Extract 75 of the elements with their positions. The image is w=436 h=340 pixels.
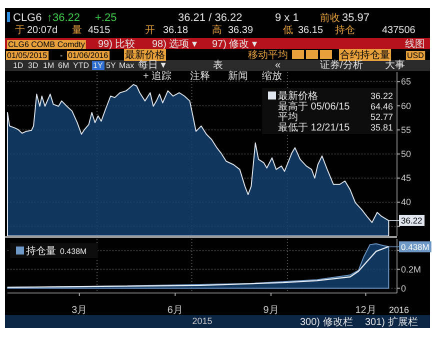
y-tick-label: 45 xyxy=(401,173,412,184)
text: 1D xyxy=(13,61,24,70)
text: ↑36.22 xyxy=(47,12,80,24)
text: Max xyxy=(119,61,134,70)
text: 36.39 xyxy=(228,25,254,36)
text: 01/06/2016 xyxy=(68,51,109,60)
text: 437506 xyxy=(382,25,416,36)
text: 99) 比较 xyxy=(98,38,136,50)
text: 4515 xyxy=(88,25,111,36)
annotation: 64.46 xyxy=(370,102,393,112)
text: 5Y xyxy=(106,61,116,70)
text: 36.15 xyxy=(298,25,324,36)
text: +.25 xyxy=(95,12,117,24)
annotation: 36.22 xyxy=(401,215,423,226)
text: 合约持仓量 xyxy=(340,49,390,61)
y-tick-label: 40 xyxy=(401,197,412,208)
text: 97) 修改 ▾ xyxy=(212,39,258,50)
text: 1M xyxy=(43,61,54,70)
text: 低 xyxy=(283,25,293,36)
text: CLG6 COMB Comdty xyxy=(8,40,85,49)
text: 98) 选项 ▾ xyxy=(152,38,198,50)
text: 300) 修改栏 xyxy=(300,316,353,328)
annotation: 缩放 xyxy=(262,70,282,82)
text: 持仓 xyxy=(335,24,355,36)
text: 线图 xyxy=(405,38,425,50)
text: 前收 xyxy=(320,12,340,24)
text: 表 xyxy=(213,59,223,71)
text: 9 x 1 xyxy=(275,12,299,24)
text: 最新价格 xyxy=(125,49,165,61)
annotation: 0.438M xyxy=(401,242,430,252)
text: - xyxy=(60,51,63,60)
text: YTD xyxy=(73,61,90,70)
annotation: 最高于 05/06/15 xyxy=(278,100,350,112)
x-tick-label: 12月 xyxy=(355,305,376,316)
text: 36.18 xyxy=(163,25,188,36)
text: 3D xyxy=(28,61,38,70)
text: USD xyxy=(407,51,424,60)
y-tick-label: 65 xyxy=(401,76,412,87)
text: CLG6 xyxy=(13,12,42,24)
text: 每日 ▾ xyxy=(138,59,166,71)
y-tick-label: 60 xyxy=(401,100,412,111)
annotation: + 追踪 xyxy=(143,70,172,82)
text: « xyxy=(275,60,281,71)
x-tick-label: 3月 xyxy=(72,305,88,316)
text: 2016 xyxy=(389,305,410,315)
text: 量 xyxy=(72,25,82,36)
annotation: 最低于 12/21/15 xyxy=(278,122,350,134)
text: 于 xyxy=(15,25,25,36)
annotation: 注释 xyxy=(190,70,210,82)
text: 35.97 xyxy=(342,12,370,24)
annotation: 52.77 xyxy=(370,112,393,122)
y-tick-label: 50 xyxy=(401,149,412,159)
x-tick-label: 9月 xyxy=(263,305,279,316)
x-axis-title: 2015 xyxy=(192,316,212,326)
annotation: 新闻 xyxy=(228,70,248,82)
y-tick-label: 55 xyxy=(401,124,412,135)
text: 开 xyxy=(145,25,155,36)
annotation: 0.438M xyxy=(60,247,88,256)
y-tick-label: 0.2M xyxy=(401,264,422,274)
text: 大事 xyxy=(385,59,405,71)
text: 1Y xyxy=(93,61,104,70)
text: 20:07d xyxy=(27,25,58,36)
annotation: 35.81 xyxy=(370,122,393,132)
x-tick-label: 6月 xyxy=(167,305,183,316)
text: 移动平均 xyxy=(248,49,288,61)
text: 36.21 / 36.22 xyxy=(178,12,242,24)
text: 高 xyxy=(212,24,222,36)
annotation: 36.22 xyxy=(370,91,393,101)
text: 证券/分析 xyxy=(320,59,363,71)
y-tick-label: 0 xyxy=(401,283,406,294)
annotation: 平均 xyxy=(278,111,298,123)
legend-label: 最新价格 xyxy=(278,90,318,102)
text: 6M xyxy=(58,61,70,70)
text: 01/05/2015 xyxy=(7,51,48,60)
text: 301) 扩展栏 xyxy=(365,316,418,328)
